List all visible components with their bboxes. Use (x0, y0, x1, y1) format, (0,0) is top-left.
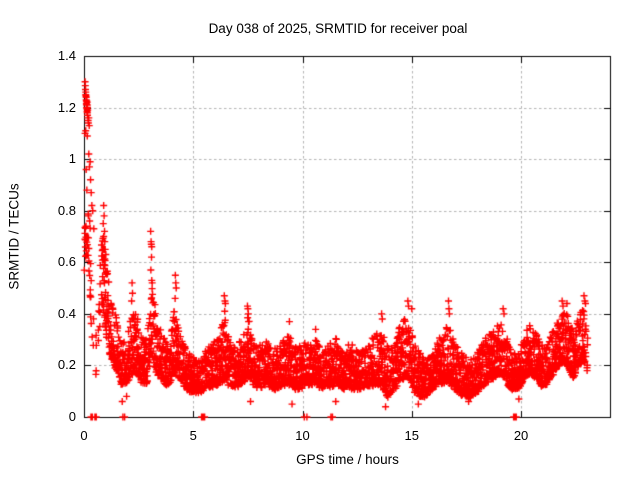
x-tick-label: 5 (189, 428, 197, 443)
y-tick-label: 0.6 (57, 254, 76, 270)
x-tick-label: 0 (80, 428, 88, 443)
y-tick-label: 1.2 (57, 99, 76, 115)
y-tick-label: 0 (68, 409, 76, 424)
y-tick-label: 1.4 (57, 48, 76, 63)
y-tick-label: 0.4 (57, 305, 76, 321)
x-tick-label: 20 (513, 428, 529, 443)
x-axis-title: GPS time / hours (296, 452, 399, 467)
chart-title: Day 038 of 2025, SRMTID for receiver poa… (208, 21, 468, 36)
x-tick-label: 10 (295, 428, 310, 443)
x-tick-label: 15 (404, 428, 420, 443)
y-tick-label: 0.2 (57, 357, 76, 373)
y-tick-label: 0.8 (57, 202, 76, 218)
y-tick-label: 1 (68, 151, 76, 167)
